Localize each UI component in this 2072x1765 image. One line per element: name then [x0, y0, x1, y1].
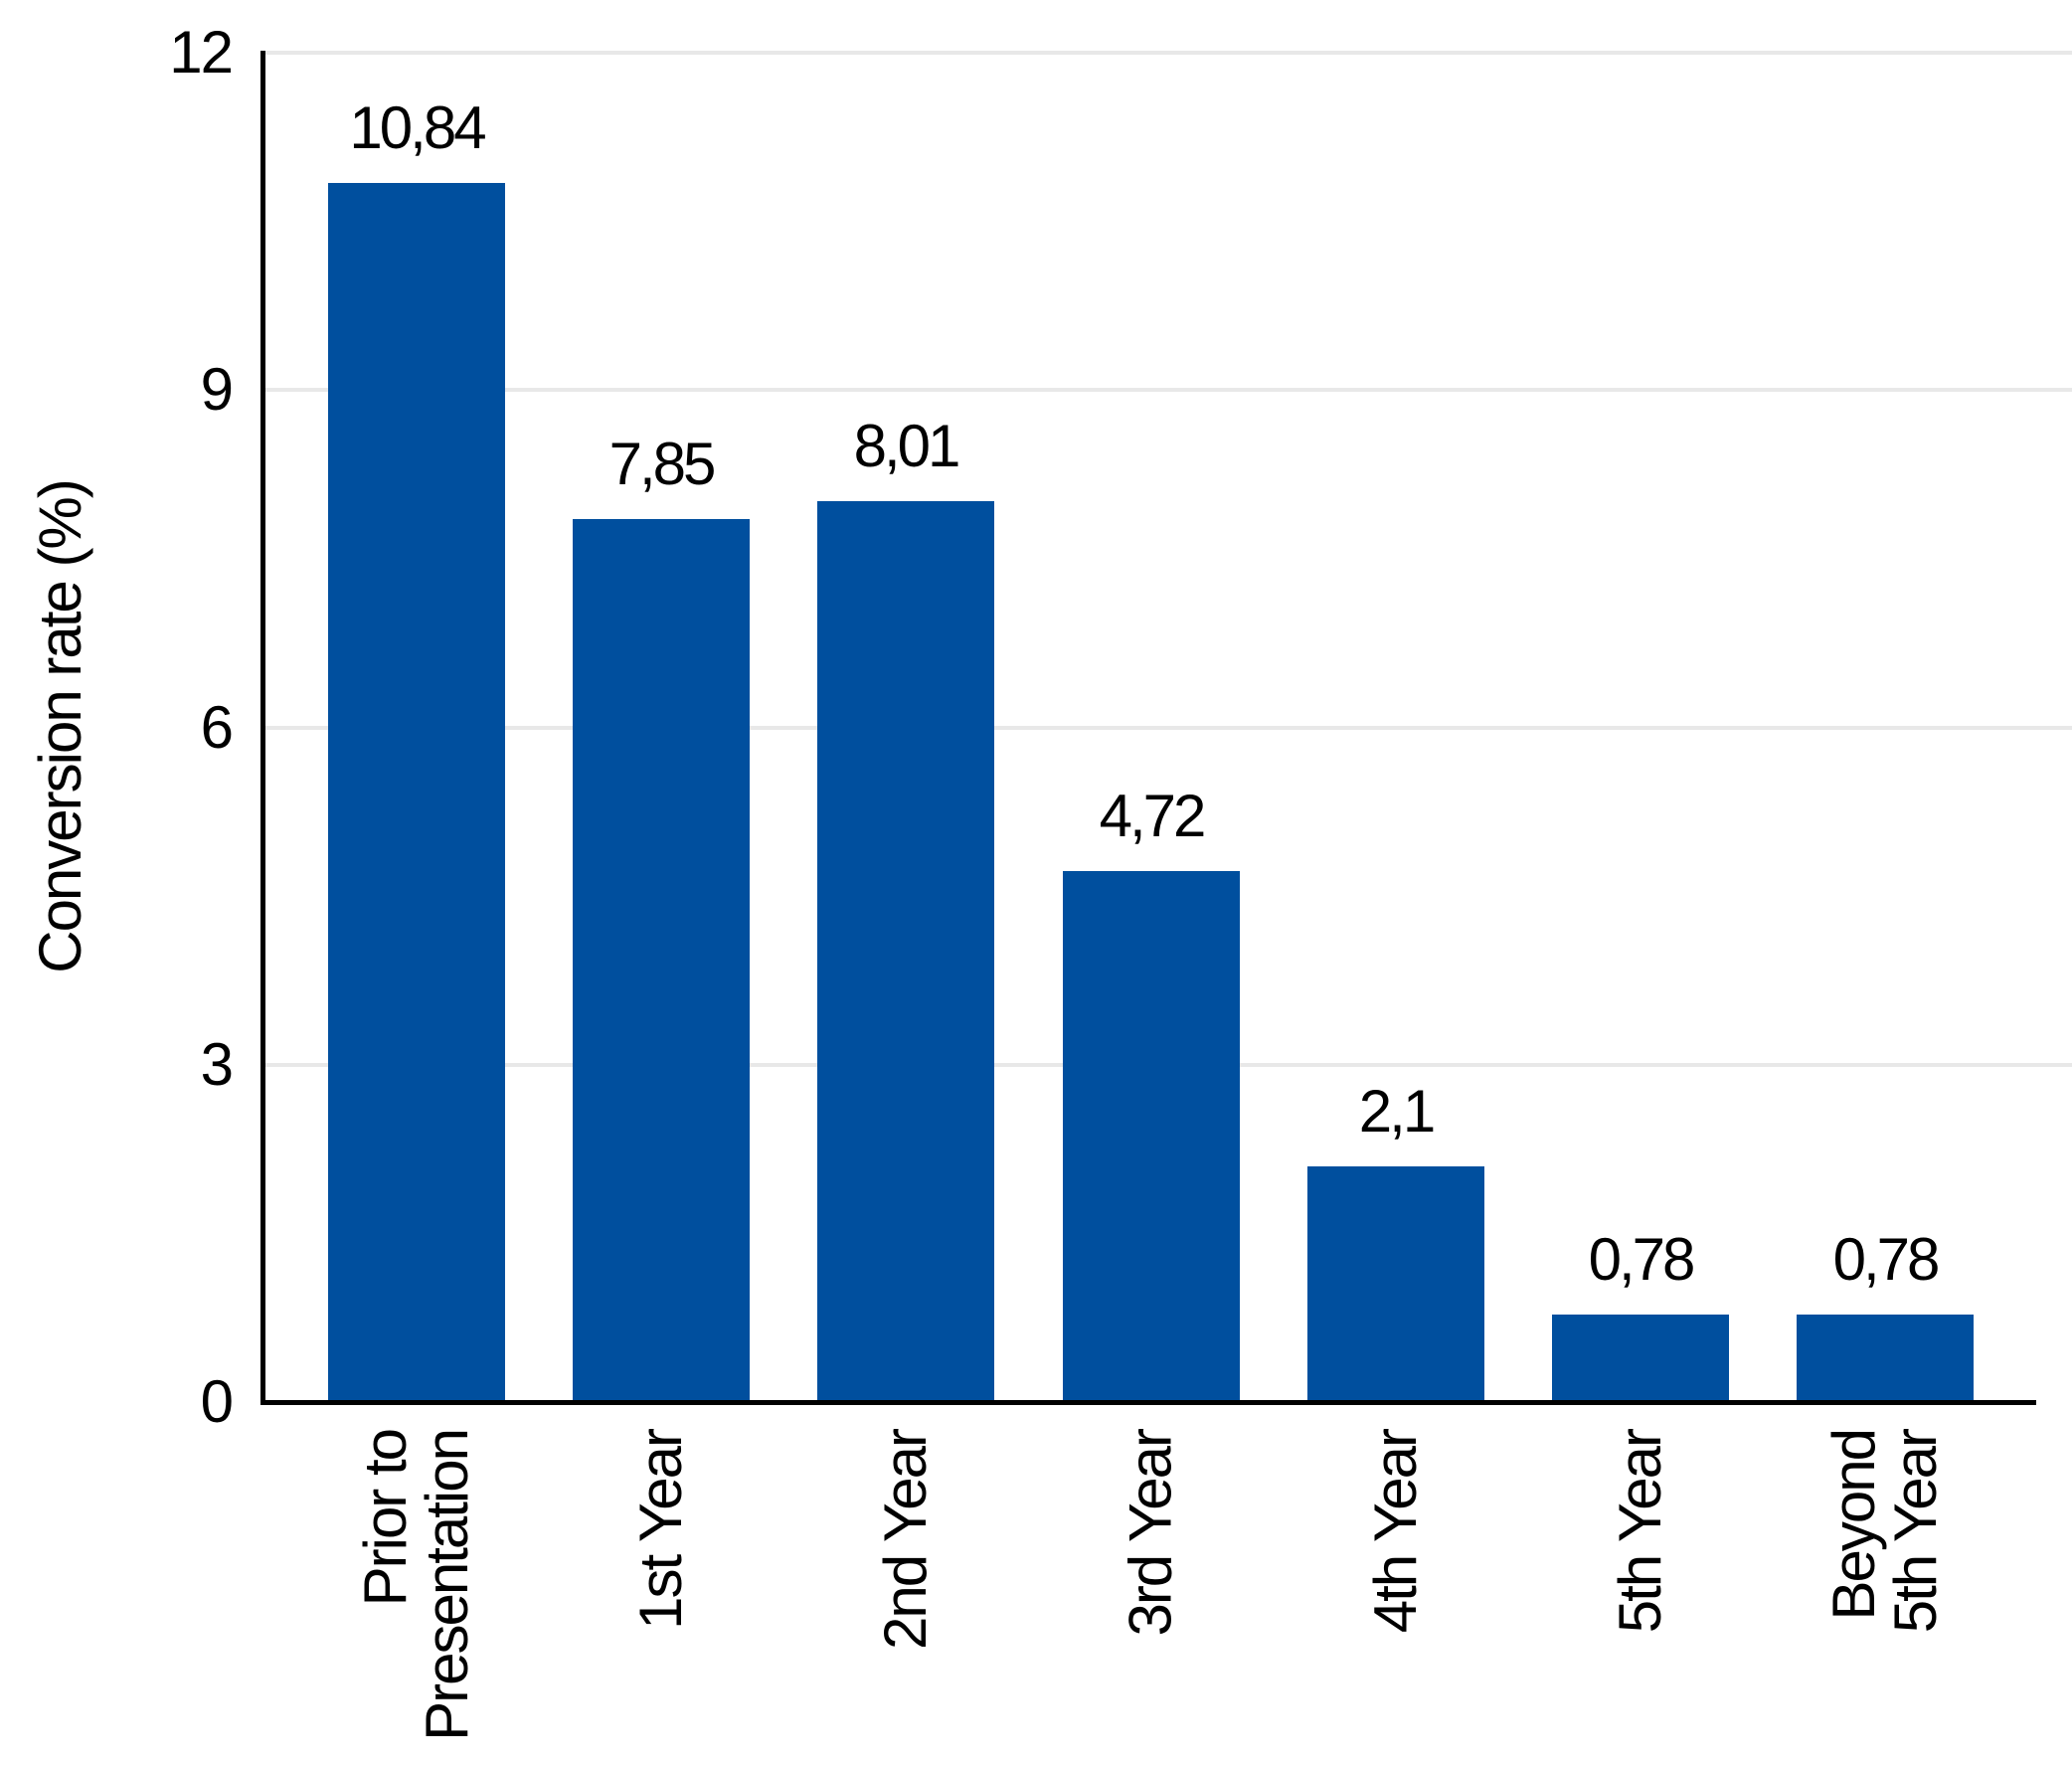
y-tick-label-12: 12	[169, 19, 234, 86]
y-axis-line	[260, 51, 265, 1405]
y-tick-label-3: 3	[200, 1031, 234, 1098]
x-axis-category-label: Prior to Presentation	[352, 1430, 480, 1741]
bar-value-label: 0,78	[1832, 1226, 1941, 1293]
bar-value-label: 8,01	[853, 413, 961, 479]
x-axis-category-label: 5th Year	[1607, 1430, 1673, 1634]
bar	[817, 501, 994, 1402]
bar	[1307, 1166, 1484, 1402]
bar-value-label: 7,85	[608, 431, 717, 497]
bar	[1797, 1315, 1974, 1402]
x-axis-category-label: 1st Year	[627, 1430, 694, 1630]
x-axis-category-label: 3rd Year	[1118, 1430, 1184, 1637]
bar-value-label: 10,84	[349, 94, 486, 161]
bar	[1552, 1315, 1729, 1402]
y-tick-label-6: 6	[200, 694, 234, 761]
bar-value-label: 2,1	[1358, 1078, 1436, 1145]
gridline-y9	[264, 388, 2072, 392]
gridline-y6	[264, 726, 2072, 730]
bar-value-label: 4,72	[1099, 783, 1207, 849]
bar	[1063, 871, 1240, 1402]
x-axis-category-label: 4th Year	[1362, 1430, 1429, 1634]
gridline-y12	[264, 51, 2072, 55]
x-axis-category-label: Beyond 5th Year	[1820, 1430, 1949, 1634]
bar-value-label: 0,78	[1588, 1226, 1696, 1293]
x-axis-line	[260, 1400, 2036, 1405]
y-tick-label-0: 0	[200, 1368, 234, 1435]
bar	[573, 519, 750, 1402]
bar	[328, 183, 505, 1402]
y-tick-label-9: 9	[200, 356, 234, 423]
x-axis-category-label: 2nd Year	[872, 1430, 939, 1650]
